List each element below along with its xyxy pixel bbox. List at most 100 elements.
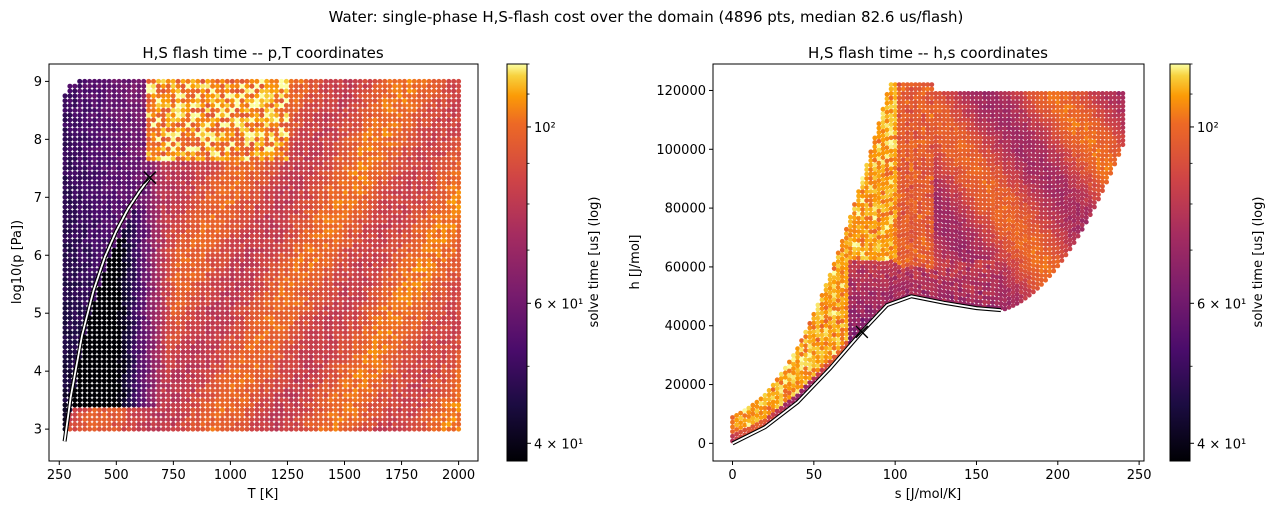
- scatter-point: [190, 296, 196, 302]
- scatter-point: [397, 397, 403, 403]
- scatter-point: [175, 228, 181, 234]
- scatter-point: [283, 165, 289, 171]
- scatter-point: [62, 305, 68, 311]
- scatter-point: [456, 368, 462, 374]
- scatter-point: [72, 190, 78, 195]
- scatter-point: [224, 315, 230, 321]
- scatter-point: [82, 412, 88, 418]
- scatter-point: [411, 214, 417, 220]
- scatter-point: [323, 228, 329, 234]
- scatter-point: [264, 344, 270, 350]
- scatter-point: [96, 310, 102, 316]
- scatter-point: [62, 286, 68, 292]
- scatter-point: [180, 397, 186, 403]
- scatter-point: [185, 228, 191, 234]
- scatter-point: [436, 349, 442, 355]
- scatter-point: [298, 426, 304, 432]
- scatter-point: [244, 185, 250, 191]
- scatter-point: [446, 151, 452, 157]
- scatter-point: [298, 325, 304, 331]
- scatter-point: [288, 378, 294, 384]
- scatter-point: [200, 132, 206, 137]
- scatter-point: [333, 238, 339, 244]
- scatter-point: [328, 228, 334, 234]
- scatter-point: [229, 185, 235, 191]
- scatter-point: [451, 156, 457, 162]
- scatter-point: [126, 325, 132, 331]
- scatter-point: [126, 156, 132, 162]
- scatter-point: [200, 247, 206, 253]
- scatter-point: [441, 252, 447, 258]
- scatter-point: [156, 199, 161, 205]
- scatter-point: [264, 330, 270, 335]
- scatter-point: [67, 330, 73, 335]
- scatter-point: [298, 190, 304, 195]
- scatter-point: [175, 349, 181, 355]
- scatter-point: [362, 291, 368, 297]
- scatter-point: [62, 354, 68, 360]
- scatter-point: [239, 276, 245, 282]
- scatter-point: [259, 238, 265, 244]
- scatter-point: [421, 392, 427, 398]
- scatter-point: [441, 267, 447, 273]
- scatter-point: [367, 218, 373, 224]
- scatter-point: [367, 199, 373, 205]
- scatter-point: [62, 180, 68, 186]
- scatter-point: [254, 388, 260, 393]
- scatter-point: [372, 349, 378, 355]
- scatter-point: [264, 276, 270, 282]
- scatter-point: [136, 199, 142, 205]
- scatter-point: [288, 214, 294, 220]
- scatter-point: [357, 296, 363, 302]
- scatter-point: [406, 252, 412, 258]
- scatter-point: [151, 190, 156, 195]
- scatter-point: [244, 218, 250, 224]
- scatter-point: [136, 262, 142, 268]
- scatter-point: [156, 276, 161, 282]
- scatter-point: [259, 262, 265, 268]
- scatter-point: [175, 402, 181, 408]
- scatter-point: [136, 267, 142, 273]
- scatter-point: [431, 286, 437, 292]
- scatter-point: [234, 392, 240, 398]
- scatter-point: [156, 363, 161, 369]
- scatter-point: [106, 218, 112, 224]
- scatter-point: [141, 349, 147, 355]
- scatter-point: [151, 305, 156, 311]
- scatter-point: [264, 199, 270, 205]
- scatter-point: [333, 281, 339, 287]
- scatter-point: [357, 209, 363, 215]
- scatter-point: [244, 267, 250, 273]
- scatter-point: [274, 354, 279, 360]
- scatter-point: [382, 354, 388, 360]
- scatter-point: [446, 397, 452, 403]
- scatter-point: [62, 334, 68, 340]
- scatter-point: [160, 156, 166, 162]
- scatter-point: [318, 378, 324, 384]
- scatter-point: [82, 132, 88, 137]
- scatter-point: [239, 310, 245, 316]
- scatter-point: [249, 402, 255, 408]
- scatter-point: [165, 204, 171, 210]
- scatter-point: [274, 388, 279, 393]
- scatter-point: [82, 180, 88, 186]
- scatter-point: [224, 218, 230, 224]
- scatter-point: [431, 276, 437, 282]
- scatter-point: [156, 132, 161, 137]
- scatter-point: [126, 310, 132, 316]
- scatter-point: [82, 354, 88, 360]
- scatter-point: [72, 243, 78, 249]
- scatter-point: [402, 233, 407, 239]
- scatter-point: [451, 218, 457, 224]
- scatter-point: [116, 257, 122, 263]
- scatter-point: [165, 407, 171, 413]
- scatter-point: [269, 151, 275, 157]
- scatter-point: [156, 141, 161, 147]
- scatter-point: [421, 180, 427, 186]
- scatter-point: [293, 359, 299, 364]
- scatter-point: [441, 214, 447, 220]
- scatter-point: [111, 320, 117, 326]
- scatter-point: [156, 339, 161, 345]
- scatter-point: [328, 281, 334, 287]
- scatter-point: [175, 204, 181, 210]
